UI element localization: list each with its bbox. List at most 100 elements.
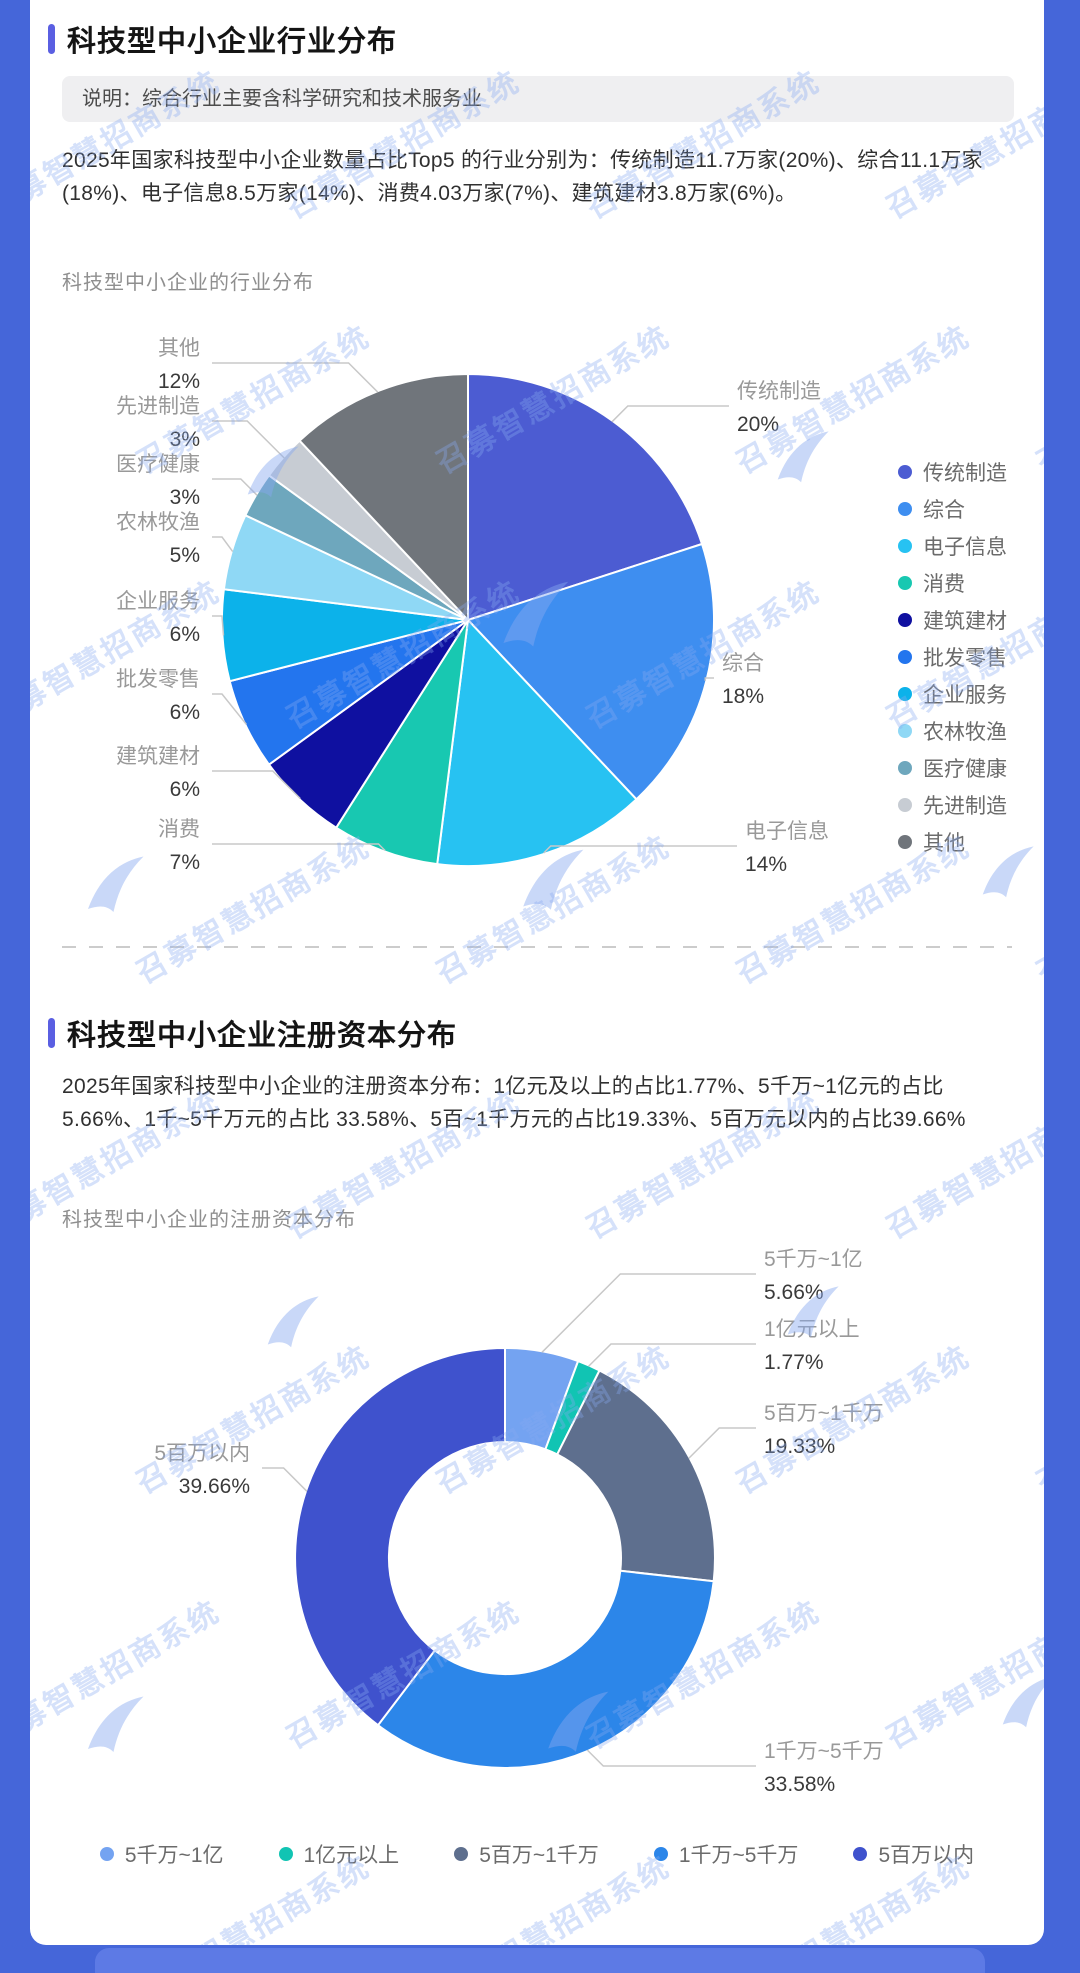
slice-label-name: 传统制造	[737, 380, 821, 403]
legend-item-5百万以内[interactable]: 5百万以内	[853, 1842, 975, 1867]
slice-label-name: 建筑建材	[116, 745, 200, 768]
legend-label: 其他	[923, 832, 965, 855]
slice-label-name: 医疗健康	[116, 453, 200, 476]
slice-label-name: 先进制造	[116, 395, 200, 418]
slice-label-name: 农林牧渔	[116, 511, 200, 534]
legend-label: 1千万~5千万	[678, 1844, 799, 1867]
slice-电子信息[interactable]	[436, 619, 638, 867]
section2-paragraph: 2025年国家科技型中小企业的注册资本分布：1亿元及以上的占比1.77%、5千万…	[62, 1075, 966, 1131]
title-accent-bar	[48, 24, 55, 54]
legend-label: 5千万~1亿	[124, 1844, 224, 1867]
capital-legend: 5千万~1亿 1亿元以上 5百万~1千万 1千万~5千万 5百万以内	[30, 1842, 1044, 1867]
legend-label: 先进制造	[923, 795, 1007, 818]
legend-label: 电子信息	[923, 536, 1007, 559]
legend-label: 5百万~1千万	[479, 1844, 599, 1867]
legend-dot	[898, 613, 912, 627]
legend-dot	[898, 502, 912, 516]
legend-item-5百万~1千万[interactable]: 5百万~1千万	[454, 1842, 599, 1867]
legend-item-先进制造[interactable]: 先进制造	[898, 793, 1007, 818]
legend-item-电子信息[interactable]: 电子信息	[898, 534, 1007, 559]
slice-label-name: 1亿元以上	[764, 1318, 860, 1341]
slice-label-value: 39.66%	[179, 1475, 250, 1498]
slice-综合[interactable]	[467, 543, 716, 801]
section1-note: 说明：综合行业主要含科学研究和技术服务业	[62, 76, 1014, 122]
slice-label-value: 20%	[737, 413, 779, 436]
slice-label-value: 5.66%	[764, 1281, 824, 1304]
legend-label: 5百万以内	[878, 1844, 975, 1867]
label-line	[611, 405, 729, 423]
legend-item-农林牧渔[interactable]: 农林牧渔	[898, 719, 1007, 744]
legend-item-其他[interactable]: 其他	[898, 830, 1007, 855]
slice-label-value: 3%	[170, 428, 200, 451]
slice-label-value: 1.77%	[764, 1351, 824, 1374]
label-line	[704, 677, 714, 681]
slice-5百万以内[interactable]	[294, 1347, 506, 1727]
slice-label-value: 5%	[170, 544, 200, 567]
label-line	[541, 1273, 756, 1353]
label-line	[262, 1467, 308, 1492]
legend-label: 企业服务	[923, 684, 1007, 707]
section2-title: 科技型中小企业注册资本分布	[67, 1020, 458, 1052]
legend-dot	[898, 539, 912, 553]
slice-5百万~1千万[interactable]	[556, 1369, 716, 1583]
legend-item-1亿元以上[interactable]: 1亿元以上	[278, 1842, 400, 1867]
label-line	[587, 1343, 756, 1367]
report-card: 科技型中小企业行业分布 说明：综合行业主要含科学研究和技术服务业 2025年国家…	[30, 0, 1044, 1945]
section-divider	[62, 946, 1012, 948]
slice-label-value: 12%	[158, 370, 200, 393]
industry-pie-chart: 传统制造 20% 综合 18% 电子信息 14% 消费 7% 建筑建材 6% 批发零售 6% 企业服务 6…	[116, 337, 829, 876]
chart2-subtitle: 科技型中小企业的注册资本分布	[62, 1209, 356, 1231]
legend-label: 医疗健康	[923, 758, 1007, 781]
legend-label: 建筑建材	[923, 610, 1007, 633]
legend-dot	[99, 1847, 114, 1861]
watermark-text: 召募智慧招商系统	[1031, 319, 1044, 481]
label-line	[212, 362, 379, 393]
slice-label-value: 3%	[170, 486, 200, 509]
section1-paragraph: 2025年国家科技型中小企业数量占比Top5 的行业分别为：传统制造11.7万家…	[62, 149, 983, 205]
slice-label-name: 综合	[722, 652, 764, 675]
legend-label: 1亿元以上	[303, 1844, 400, 1867]
label-line	[212, 615, 225, 636]
legend-dot	[898, 576, 912, 590]
legend-item-综合[interactable]: 综合	[898, 497, 1007, 522]
legend-item-企业服务[interactable]: 企业服务	[898, 682, 1007, 707]
slice-label-value: 18%	[722, 685, 764, 708]
legend-item-传统制造[interactable]: 传统制造	[898, 460, 1007, 485]
slice-label-name: 消费	[158, 818, 200, 841]
legend-item-5千万~1亿[interactable]: 5千万~1亿	[99, 1842, 224, 1867]
legend-item-建筑建材[interactable]: 建筑建材	[898, 608, 1007, 633]
slice-label-value: 33.58%	[764, 1773, 835, 1796]
watermark-text: 召募智慧招商系统	[1031, 829, 1044, 991]
section1-title: 科技型中小企业行业分布	[67, 26, 398, 58]
slice-label-name: 1千万~5千万	[764, 1740, 884, 1763]
slice-label-name: 5千万~1亿	[764, 1248, 863, 1271]
label-line	[212, 693, 247, 725]
legend-item-消费[interactable]: 消费	[898, 571, 1007, 596]
legend-dot	[898, 761, 912, 775]
section2-header: 科技型中小企业注册资本分布	[48, 1012, 457, 1054]
legend-label: 综合	[923, 499, 965, 522]
label-line	[212, 420, 285, 459]
legend-dot	[898, 687, 912, 701]
label-line	[586, 1749, 756, 1767]
legend-dot	[454, 1847, 469, 1861]
label-line	[212, 478, 258, 496]
slice-label-name: 批发零售	[116, 668, 200, 691]
bottom-inset-bar	[95, 1948, 985, 1973]
slice-label-value: 6%	[170, 701, 200, 724]
legend-dot	[898, 835, 912, 849]
slice-消费[interactable]	[335, 619, 469, 866]
label-line	[688, 1427, 756, 1459]
slice-label-value: 19.33%	[764, 1435, 835, 1458]
label-line	[543, 845, 737, 854]
legend-item-医疗健康[interactable]: 医疗健康	[898, 756, 1007, 781]
slice-label-name: 其他	[158, 337, 200, 360]
slice-label-name: 企业服务	[116, 590, 200, 613]
legend-dot	[898, 798, 912, 812]
slice-1千万~5千万[interactable]	[377, 1569, 715, 1769]
legend-item-1千万~5千万[interactable]: 1千万~5千万	[653, 1842, 799, 1867]
legend-dot	[653, 1847, 668, 1861]
legend-dot	[278, 1847, 293, 1861]
slice-label-name: 5百万以内	[154, 1442, 250, 1465]
legend-item-批发零售[interactable]: 批发零售	[898, 645, 1007, 670]
